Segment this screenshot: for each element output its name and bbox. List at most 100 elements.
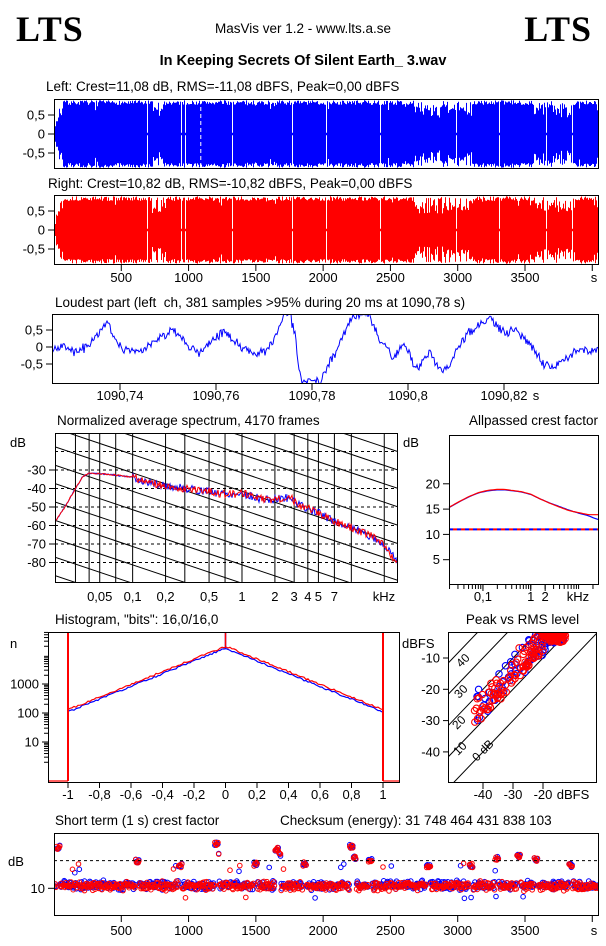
- svg-text:-60: -60: [27, 518, 46, 533]
- svg-text:5: 5: [315, 589, 322, 604]
- svg-text:-40: -40: [421, 744, 440, 759]
- wave_right-y-axis: 0,5 0 -0,5: [23, 204, 54, 257]
- wave_right-plot: [54, 195, 599, 265]
- svg-text:15: 15: [426, 502, 440, 517]
- spectrum-plot: [55, 433, 398, 583]
- svg-text:-50: -50: [27, 500, 46, 515]
- svg-text:10: 10: [25, 735, 39, 750]
- svg-text:1090,82: 1090,82: [481, 388, 528, 403]
- svg-text:2500: 2500: [376, 923, 405, 938]
- svg-text:0,2: 0,2: [157, 589, 175, 604]
- wave-right-title: Right: Crest=10,82 dB, RMS=-10,82 dBFS, …: [48, 176, 413, 191]
- checksum-label: Checksum (energy): 31 748 464 431 838 10…: [280, 813, 552, 828]
- svg-text:1: 1: [238, 589, 245, 604]
- svg-text:1090,76: 1090,76: [193, 388, 240, 403]
- svg-text:0,5: 0,5: [25, 323, 43, 338]
- svg-text:2: 2: [542, 589, 549, 604]
- svg-text:-0,2: -0,2: [183, 787, 205, 802]
- svg-text:s: s: [591, 270, 598, 285]
- svg-text:1090,74: 1090,74: [97, 388, 144, 403]
- svg-text:-0,5: -0,5: [21, 357, 43, 372]
- svg-text:0,05: 0,05: [87, 589, 112, 604]
- svg-text:10: 10: [426, 527, 440, 542]
- spectrum-title: Normalized average spectrum, 4170 frames: [57, 413, 320, 428]
- svg-text:-20: -20: [534, 787, 553, 802]
- svg-text:2500: 2500: [376, 270, 405, 285]
- svg-text:0,2: 0,2: [248, 787, 266, 802]
- svg-text:-0,5: -0,5: [23, 242, 45, 257]
- svg-text:dB: dB: [10, 435, 26, 450]
- svg-text:0,4: 0,4: [279, 787, 297, 802]
- histogram-axes: n 1000 100 10 -1 -0,8 -0,6 -0,4 -0,2 0 0,2 0,4 0,6 0,…: [10, 631, 387, 802]
- svg-text:1090,8: 1090,8: [388, 388, 428, 403]
- histogram-plot: [48, 632, 400, 783]
- peakrms-axes: dBFS-10-20-30-40-40 -30 -20 dBFS: [402, 636, 590, 802]
- allpass-axes: 20 15 10 5 0,1 1 2 kHz: [426, 476, 594, 604]
- svg-text:0,5: 0,5: [27, 204, 45, 219]
- svg-text:0,1: 0,1: [124, 589, 142, 604]
- svg-text:dB: dB: [8, 854, 24, 869]
- svg-text:0,6: 0,6: [311, 787, 329, 802]
- svg-text:-30: -30: [504, 787, 523, 802]
- svg-text:0,5: 0,5: [200, 589, 218, 604]
- svg-text:1000: 1000: [10, 677, 39, 692]
- wave-x-axis: 500 1000 1500 2000 2500 3000 3500 s: [110, 265, 598, 285]
- logo-left: LTS: [16, 9, 84, 49]
- shortterm-plot: [54, 833, 599, 916]
- svg-text:500: 500: [110, 923, 132, 938]
- svg-text:-1: -1: [62, 787, 74, 802]
- loudest-part-title: Loudest part (left ch, 381 samples >95% …: [55, 295, 466, 310]
- wave-left-title: Left: Crest=11,08 dB, RMS=-11,08 dBFS, P…: [46, 79, 400, 94]
- svg-text:20: 20: [426, 476, 440, 491]
- svg-text:0: 0: [38, 127, 45, 142]
- svg-text:1500: 1500: [241, 270, 270, 285]
- svg-text:dB: dB: [403, 435, 419, 450]
- svg-text:2: 2: [271, 589, 278, 604]
- svg-text:1000: 1000: [174, 270, 203, 285]
- svg-text:100: 100: [17, 706, 39, 721]
- svg-text:20: 20: [449, 713, 469, 733]
- svg-text:s: s: [533, 388, 540, 403]
- svg-text:0: 0: [222, 787, 229, 802]
- wave_left-y-axis: 0,5 0 -0,5: [23, 108, 54, 161]
- svg-text:kHz: kHz: [373, 589, 395, 604]
- svg-text:1500: 1500: [241, 923, 270, 938]
- wave_left-plot: [54, 99, 599, 169]
- svg-text:kHz: kHz: [567, 589, 589, 604]
- logo-right: LTS: [524, 9, 592, 49]
- svg-text:0 dB: 0 dB: [469, 737, 496, 764]
- svg-text:500: 500: [110, 270, 132, 285]
- svg-text:-20: -20: [421, 682, 440, 697]
- loudest-plot: [52, 314, 599, 384]
- histogram-title: Histogram, "bits": 16,0/16,0: [55, 612, 219, 627]
- shortterm-axes: dB 10 500 1000 1500 2000 2500 3000 3500 s: [8, 854, 598, 938]
- svg-text:3: 3: [291, 589, 298, 604]
- svg-text:1090,78: 1090,78: [289, 388, 336, 403]
- svg-text:10: 10: [31, 881, 45, 896]
- svg-text:7: 7: [331, 589, 338, 604]
- svg-text:3500: 3500: [511, 270, 540, 285]
- svg-text:-0,5: -0,5: [23, 146, 45, 161]
- svg-text:0: 0: [38, 223, 45, 238]
- svg-text:2000: 2000: [309, 923, 338, 938]
- svg-text:-70: -70: [27, 537, 46, 552]
- svg-text:30: 30: [451, 682, 471, 702]
- spectrum-axes: dB dB-30-40-50-60-70-800,05 0,1 0,2 0,5 1 2 3 4 5…: [10, 435, 419, 604]
- svg-text:-0,8: -0,8: [88, 787, 110, 802]
- svg-text:0: 0: [36, 340, 43, 355]
- svg-text:4: 4: [304, 589, 311, 604]
- svg-text:0,8: 0,8: [342, 787, 360, 802]
- peakrms-plot: [448, 632, 597, 783]
- svg-text:-40: -40: [27, 481, 46, 496]
- svg-text:5: 5: [433, 552, 440, 567]
- svg-text:-40: -40: [474, 787, 493, 802]
- svg-text:-30: -30: [421, 713, 440, 728]
- svg-text:3000: 3000: [443, 923, 472, 938]
- svg-text:dBFS: dBFS: [402, 636, 435, 651]
- allpass-title: Allpassed crest factor: [468, 413, 598, 428]
- svg-text:-30: -30: [27, 463, 46, 478]
- svg-text:s: s: [591, 923, 598, 938]
- svg-text:1000: 1000: [174, 923, 203, 938]
